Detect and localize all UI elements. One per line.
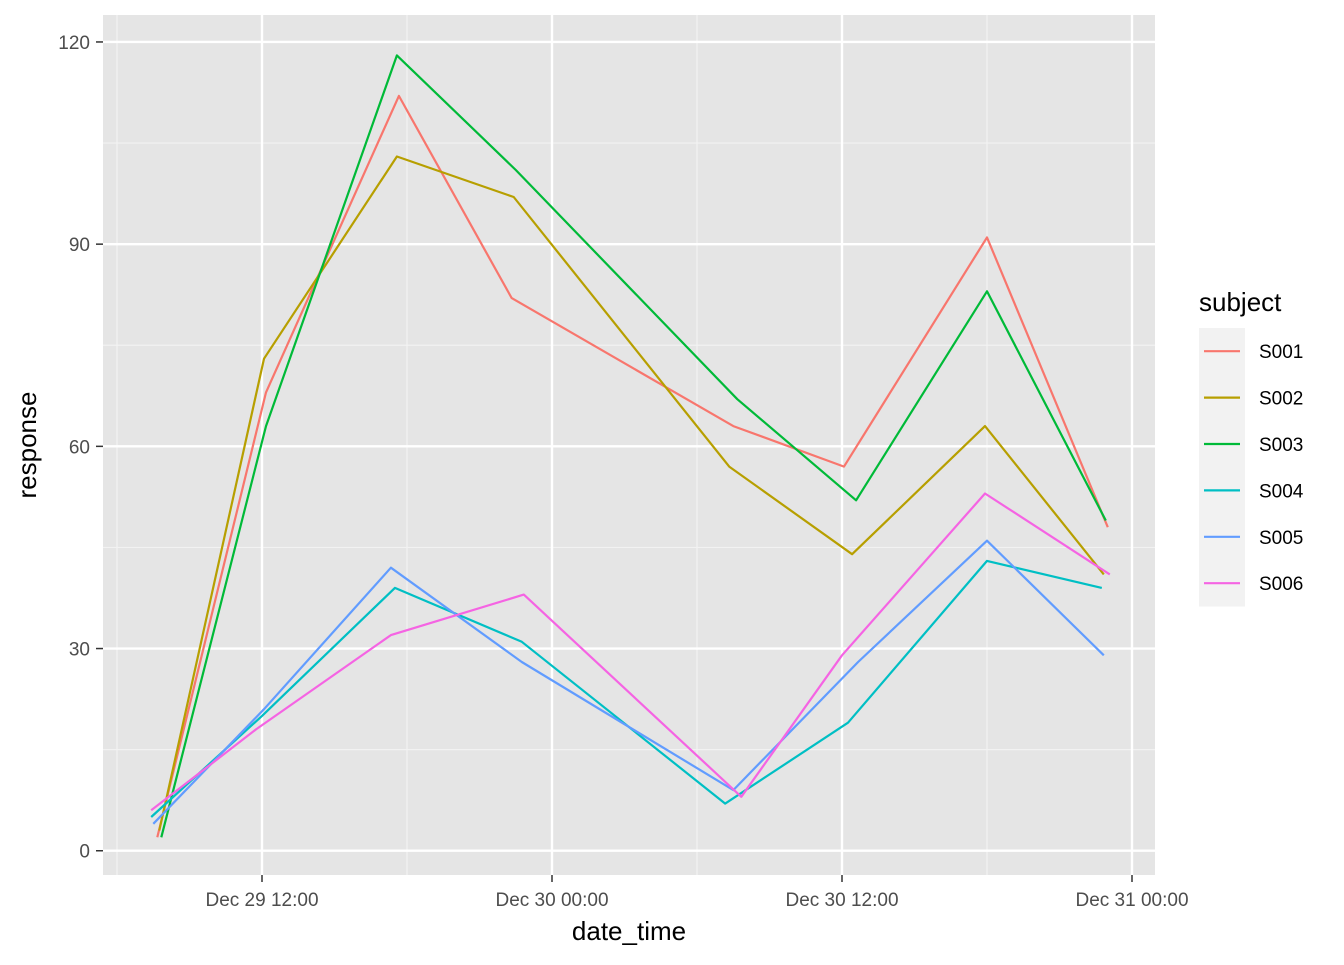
legend-label: S005 xyxy=(1259,528,1303,549)
y-tick-label: 0 xyxy=(79,842,90,863)
minor-gridlines xyxy=(103,15,1155,875)
legend-item: S005 xyxy=(1199,513,1303,560)
legend-label: S003 xyxy=(1259,435,1303,456)
x-tick-label: Dec 29 12:00 xyxy=(205,890,318,911)
series-line-s002 xyxy=(158,155,1105,831)
y-tick-label: 90 xyxy=(69,235,90,256)
y-tick-label: 60 xyxy=(69,437,90,458)
x-tick-label: Dec 30 00:00 xyxy=(495,890,608,911)
x-axis: Dec 29 12:00 Dec 30 00:00 Dec 30 12:00 Dec … xyxy=(205,875,1189,911)
legend-item: S001 xyxy=(1199,328,1303,375)
y-tick-label: 30 xyxy=(69,640,90,661)
legend-item: S004 xyxy=(1199,467,1304,514)
y-axis-title: response xyxy=(12,392,42,499)
legend-label: S001 xyxy=(1259,342,1303,363)
legend-item: S006 xyxy=(1199,560,1303,607)
x-tick-label: Dec 30 12:00 xyxy=(785,890,898,911)
legend-item: S003 xyxy=(1199,420,1303,468)
series-line-s001 xyxy=(156,94,1109,838)
series-line-s006 xyxy=(150,492,1111,812)
x-axis-title: date_time xyxy=(572,916,686,946)
legend: subject S001 S002 S003 S004 S005 S006 xyxy=(1199,287,1304,607)
series-lines xyxy=(150,54,1111,838)
series-line-s003 xyxy=(160,54,1107,838)
y-tick-label: 120 xyxy=(58,33,90,54)
plot-panel xyxy=(103,15,1155,875)
legend-item: S002 xyxy=(1199,374,1303,421)
legend-title: subject xyxy=(1199,287,1282,317)
legend-label: S006 xyxy=(1259,574,1303,595)
x-tick-label: Dec 31 00:00 xyxy=(1075,890,1188,911)
y-axis: 0 30 60 90 120 xyxy=(58,33,103,863)
legend-label: S002 xyxy=(1259,389,1303,410)
legend-items: S001 S002 S003 S004 S005 S006 xyxy=(1199,328,1304,607)
series-line-s005 xyxy=(152,539,1105,825)
legend-label: S004 xyxy=(1259,481,1304,502)
